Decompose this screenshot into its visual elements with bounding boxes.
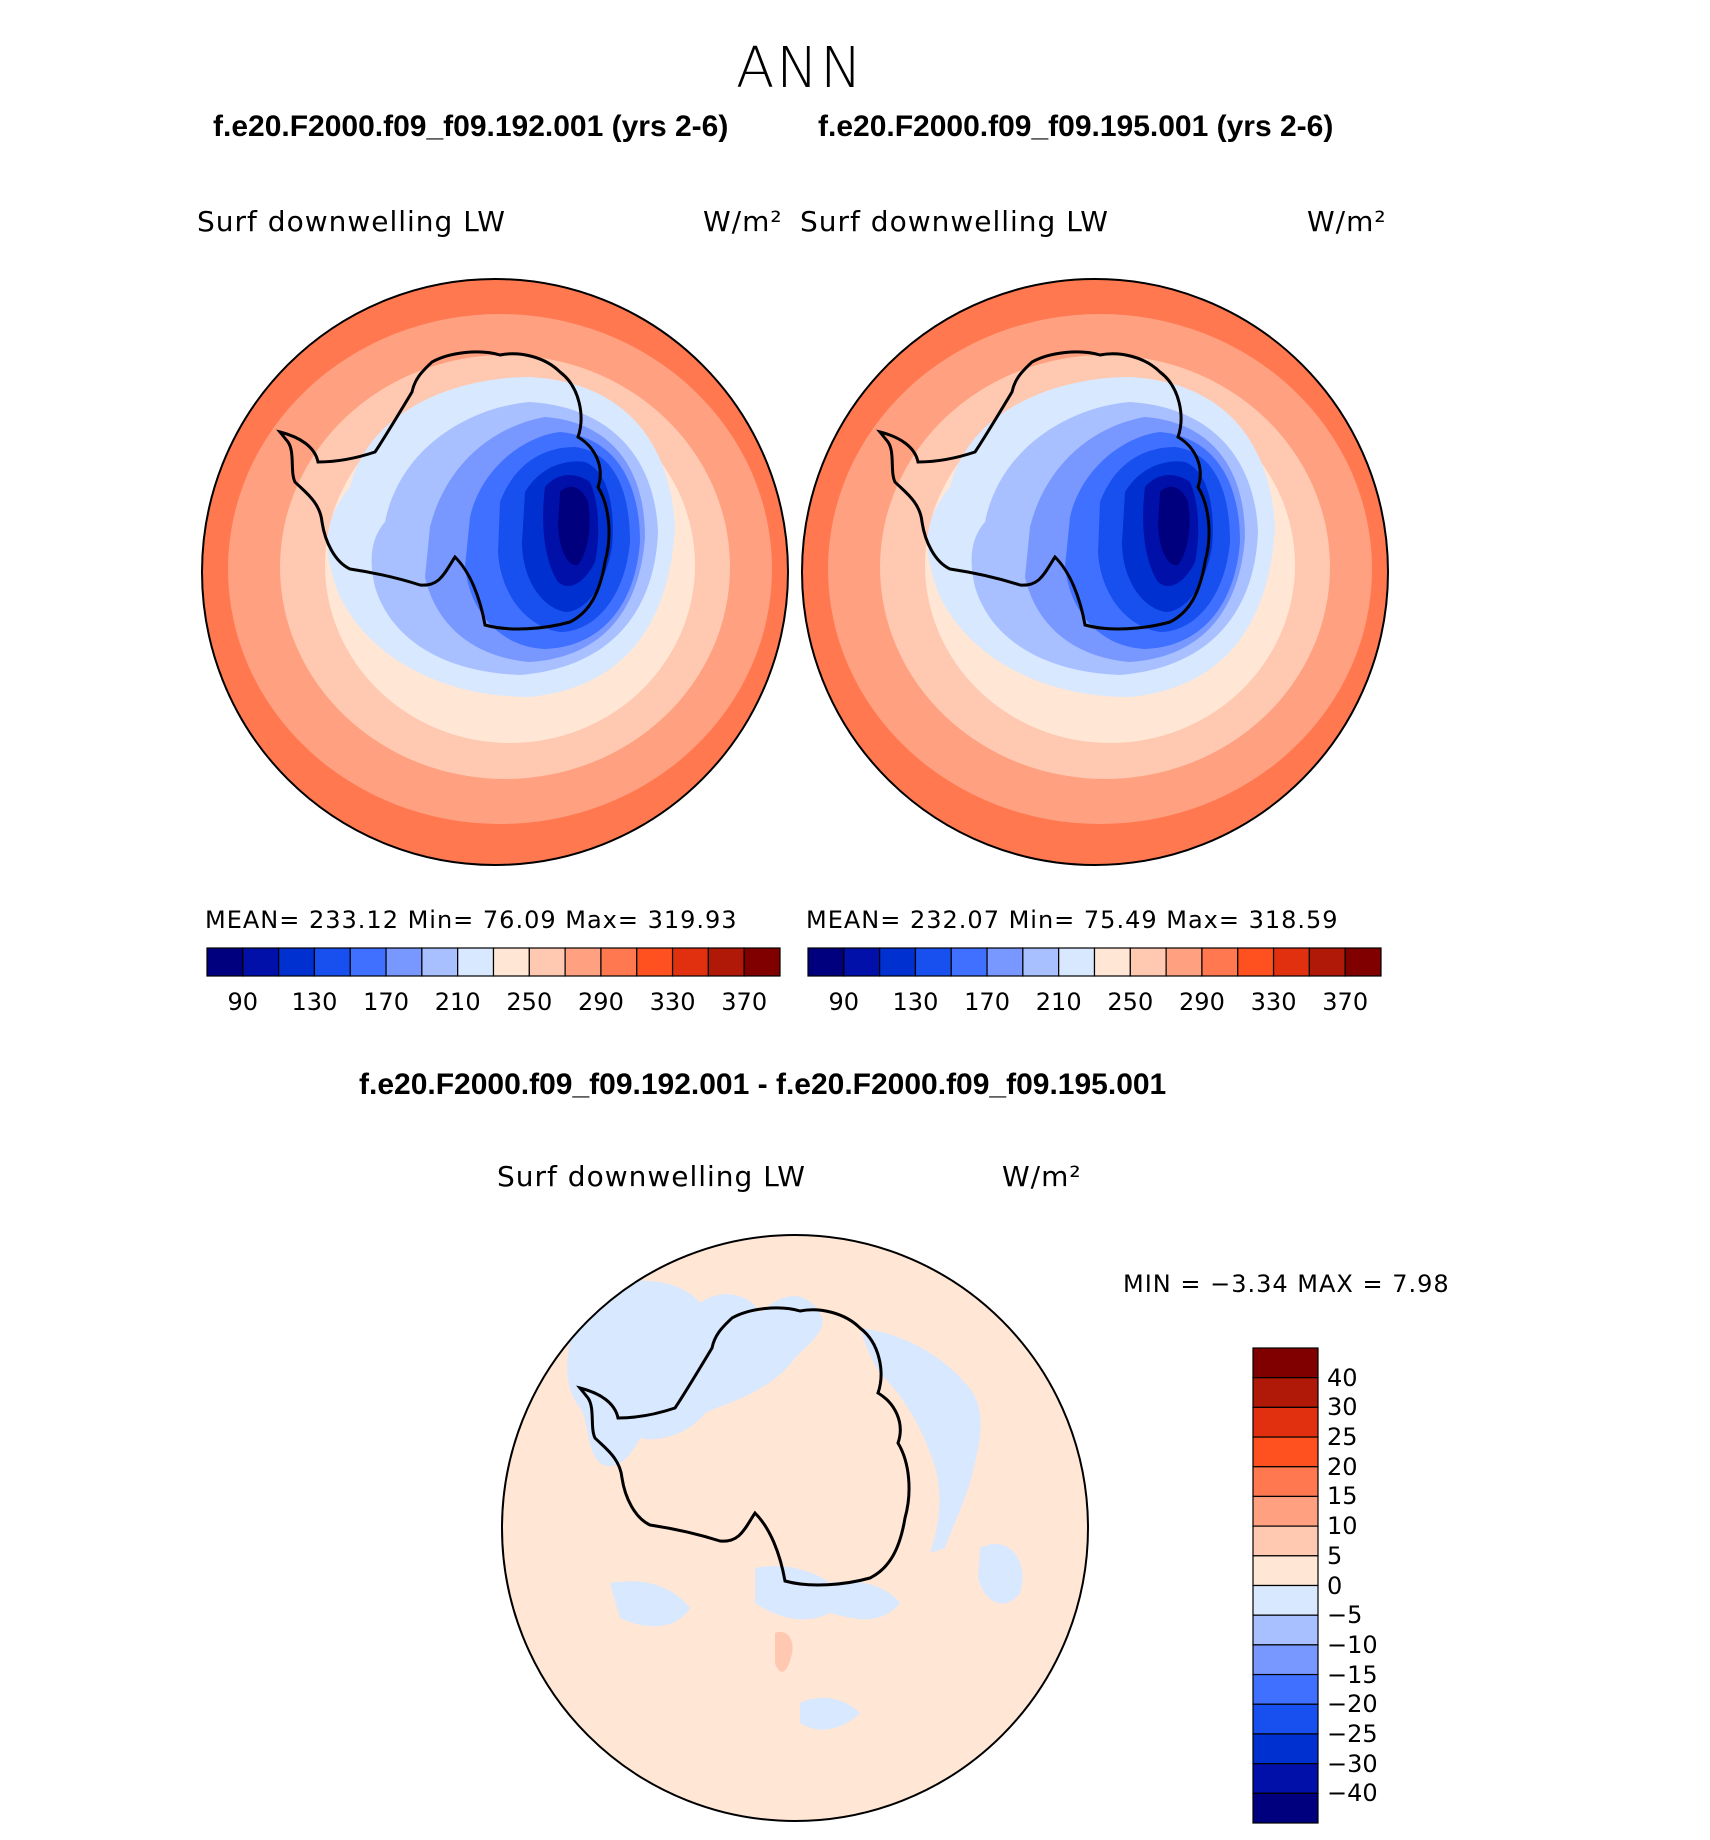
colorbar-swatch bbox=[1252, 1703, 1319, 1735]
colorbar-swatch bbox=[1252, 1763, 1319, 1794]
colorbar-swatch bbox=[1272, 947, 1310, 977]
colorbar-tick-label: 40 bbox=[1327, 1363, 1358, 1392]
colorbar-swatch bbox=[1252, 1673, 1319, 1705]
colorbar-tick-label: 290 bbox=[1179, 988, 1225, 1016]
colorbar-tick-label: 330 bbox=[1250, 988, 1297, 1016]
colorbar-tick-label: 130 bbox=[892, 988, 939, 1016]
colorbar-swatch bbox=[242, 947, 280, 977]
panel2-case-title: f.e20.F2000.f09_f09.195.001 (yrs 2-6) bbox=[818, 110, 1334, 143]
colorbar-tick-label: 170 bbox=[363, 988, 409, 1016]
colorbar-swatch bbox=[492, 947, 530, 977]
panel2-units: W/m² bbox=[1307, 205, 1387, 238]
colorbar-swatch bbox=[1058, 947, 1096, 977]
panel2-colorbar bbox=[807, 947, 1382, 977]
colorbar-swatch bbox=[421, 947, 459, 977]
colorbar-tick-label: 30 bbox=[1327, 1393, 1358, 1422]
colorbar-swatch bbox=[1129, 947, 1167, 977]
colorbar-swatch bbox=[1308, 947, 1346, 977]
colorbar-tick-label: −5 bbox=[1327, 1601, 1363, 1630]
colorbar-tick-label: 10 bbox=[1327, 1512, 1358, 1541]
colorbar-tick-label: 210 bbox=[434, 988, 481, 1016]
colorbar-swatch bbox=[1252, 1555, 1319, 1587]
diff-units: W/m² bbox=[1002, 1160, 1082, 1193]
colorbar-tick-label: 25 bbox=[1327, 1423, 1358, 1452]
colorbar-swatch bbox=[1252, 1792, 1319, 1824]
colorbar-tick-label: 170 bbox=[964, 988, 1010, 1016]
panel1-polar-map bbox=[201, 278, 789, 866]
colorbar-tick-label: 370 bbox=[721, 988, 768, 1016]
colorbar-swatch bbox=[278, 947, 316, 977]
diff-title: f.e20.F2000.f09_f09.192.001 - f.e20.F200… bbox=[359, 1068, 1167, 1101]
panel1-colorbar bbox=[206, 947, 781, 977]
diff-variable: Surf downwelling LW bbox=[497, 1160, 806, 1193]
colorbar-swatch bbox=[1022, 947, 1060, 977]
colorbar-swatch bbox=[1252, 1436, 1319, 1468]
colorbar-swatch bbox=[1093, 947, 1131, 977]
diff-colorbar bbox=[1252, 1347, 1319, 1824]
diff-polar-map bbox=[501, 1234, 1089, 1822]
panel1-case-title: f.e20.F2000.f09_f09.192.001 (yrs 2-6) bbox=[213, 110, 729, 143]
colorbar-tick-label: 210 bbox=[1035, 988, 1082, 1016]
colorbar-swatch bbox=[1165, 947, 1203, 977]
colorbar-swatch bbox=[950, 947, 988, 977]
colorbar-swatch bbox=[1252, 1377, 1319, 1408]
colorbar-swatch bbox=[1252, 1733, 1319, 1765]
panel1-variable: Surf downwelling LW bbox=[197, 205, 506, 238]
season-title: ANN bbox=[735, 36, 865, 101]
colorbar-swatch bbox=[528, 947, 566, 977]
panel2-polar-map bbox=[801, 278, 1389, 866]
colorbar-swatch bbox=[1252, 1644, 1319, 1676]
colorbar-tick-label: 250 bbox=[1107, 988, 1154, 1016]
colorbar-swatch bbox=[1252, 1584, 1319, 1616]
colorbar-swatch bbox=[385, 947, 423, 977]
colorbar-swatch bbox=[1344, 947, 1382, 977]
colorbar-tick-label: 330 bbox=[649, 988, 696, 1016]
colorbar-swatch bbox=[1237, 947, 1275, 977]
colorbar-tick-label: −20 bbox=[1327, 1690, 1378, 1719]
colorbar-tick-label: 90 bbox=[227, 988, 259, 1016]
colorbar-tick-label: −25 bbox=[1327, 1719, 1378, 1748]
colorbar-swatch bbox=[313, 947, 351, 977]
colorbar-tick-label: 15 bbox=[1327, 1482, 1358, 1511]
colorbar-swatch bbox=[671, 947, 709, 977]
colorbar-tick-label: 250 bbox=[506, 988, 553, 1016]
colorbar-swatch bbox=[707, 947, 745, 977]
colorbar-tick-label: −10 bbox=[1327, 1630, 1378, 1659]
colorbar-swatch bbox=[1252, 1406, 1319, 1438]
colorbar-swatch bbox=[743, 947, 781, 977]
colorbar-tick-label: 290 bbox=[578, 988, 624, 1016]
colorbar-swatch bbox=[1252, 1525, 1319, 1557]
colorbar-swatch bbox=[206, 947, 244, 977]
colorbar-tick-label: 90 bbox=[828, 988, 860, 1016]
colorbar-swatch bbox=[879, 947, 917, 977]
colorbar-tick-label: −15 bbox=[1327, 1660, 1378, 1689]
colorbar-tick-label: 20 bbox=[1327, 1452, 1358, 1481]
colorbar-tick-label: 5 bbox=[1327, 1541, 1343, 1570]
colorbar-swatch bbox=[600, 947, 638, 977]
panel2-variable: Surf downwelling LW bbox=[800, 205, 1109, 238]
colorbar-tick-label: 370 bbox=[1322, 988, 1369, 1016]
colorbar-swatch bbox=[1252, 1466, 1319, 1498]
colorbar-tick-label: 130 bbox=[291, 988, 338, 1016]
colorbar-swatch bbox=[1252, 1614, 1319, 1646]
colorbar-swatch bbox=[636, 947, 674, 977]
panel1-stats: MEAN= 233.12 Min= 76.09 Max= 319.93 bbox=[205, 906, 738, 934]
colorbar-swatch bbox=[457, 947, 495, 977]
colorbar-swatch bbox=[1252, 1347, 1319, 1379]
panel1-units: W/m² bbox=[703, 205, 783, 238]
colorbar-tick-label: −30 bbox=[1327, 1749, 1378, 1778]
diff-minmax: MIN = −3.34 MAX = 7.98 bbox=[1123, 1270, 1450, 1298]
panel2-stats: MEAN= 232.07 Min= 75.49 Max= 318.59 bbox=[806, 906, 1339, 934]
colorbar-swatch bbox=[564, 947, 602, 977]
colorbar-swatch bbox=[807, 947, 845, 977]
colorbar-swatch bbox=[349, 947, 387, 977]
colorbar-swatch bbox=[1252, 1495, 1319, 1527]
colorbar-swatch bbox=[914, 947, 952, 977]
colorbar-tick-label: 0 bbox=[1327, 1571, 1343, 1600]
colorbar-swatch bbox=[1201, 947, 1239, 977]
colorbar-tick-label: −40 bbox=[1327, 1779, 1378, 1808]
colorbar-swatch bbox=[843, 947, 881, 977]
colorbar-swatch bbox=[986, 947, 1024, 977]
